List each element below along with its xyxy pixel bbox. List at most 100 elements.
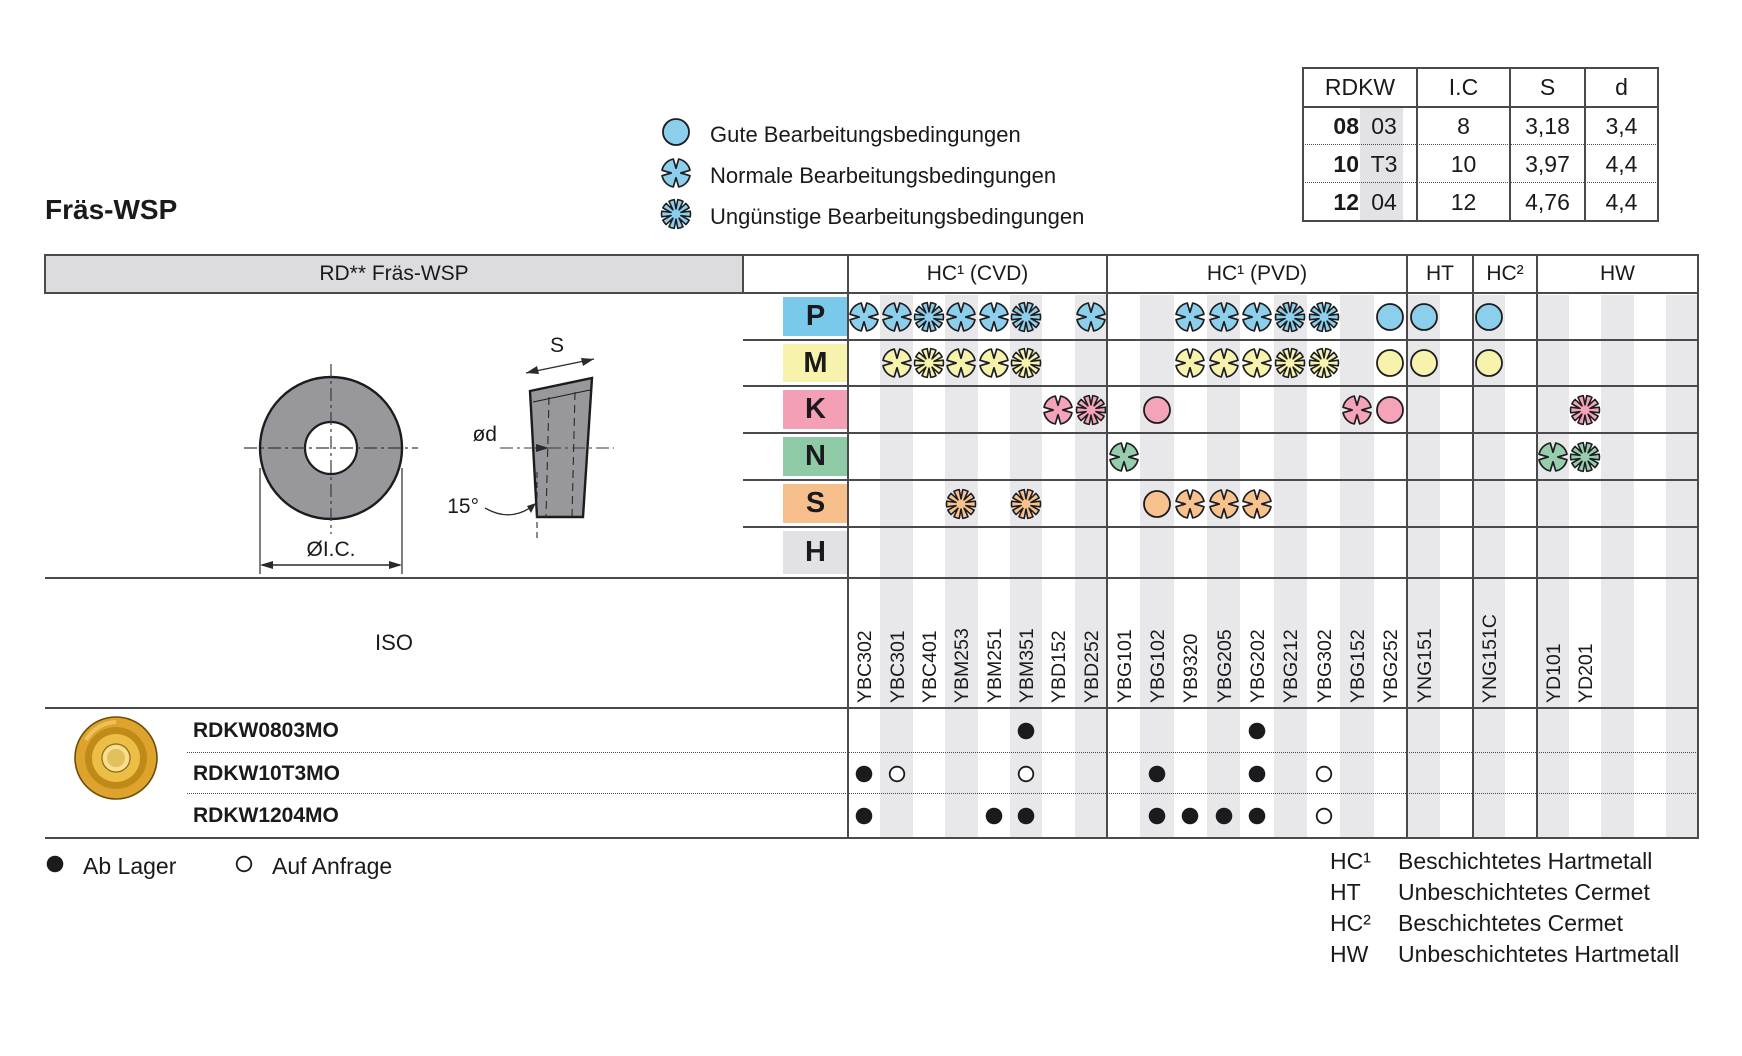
suitability-symbol <box>1075 394 1107 426</box>
d-dim-label: ød <box>472 423 497 446</box>
suitability-symbol <box>1075 301 1107 333</box>
suitability-symbol <box>1274 301 1306 333</box>
table-line <box>45 577 1698 579</box>
suitability-symbol <box>913 347 945 379</box>
material-row-letter-N: N <box>783 437 848 476</box>
suitability-symbol <box>1208 347 1240 379</box>
product-name: RDKW10T3MO <box>193 761 341 785</box>
availability-dot <box>1314 806 1334 826</box>
suitability-symbol <box>1241 347 1273 379</box>
suitability-symbol <box>1241 488 1273 520</box>
iso-label: ISO <box>375 630 413 655</box>
grade-column-label: YBG101 <box>1113 629 1136 703</box>
suitability-symbol <box>1141 394 1173 426</box>
ic-dim-label: ØI.C. <box>306 538 355 561</box>
suitability-symbol <box>913 301 945 333</box>
size-ic-value: 8 <box>1457 112 1470 139</box>
open-dot-icon <box>234 854 254 879</box>
grade-column-label: YBC401 <box>918 630 941 703</box>
table-line <box>44 254 46 294</box>
grade-column-label: YBG205 <box>1213 629 1236 703</box>
table-line <box>45 254 1698 256</box>
grade-column-label: YBM253 <box>951 628 974 703</box>
size-table-header: RDKW <box>1324 74 1396 100</box>
group-header-3: HC² <box>1486 262 1524 285</box>
size-rdkw-rest: T3 <box>1370 150 1398 177</box>
size-table-line <box>1303 106 1658 108</box>
grade-column-label: YBG202 <box>1247 629 1269 703</box>
legend-label: Gute Bearbeitungsbedingungen <box>710 121 1021 147</box>
normal-conditions-icon <box>660 157 692 194</box>
product-name: RDKW0803MO <box>193 718 339 742</box>
availability-dot <box>854 806 874 826</box>
availability-dot <box>984 806 1004 826</box>
size-table-line <box>1657 67 1659 222</box>
suitability-symbol <box>1374 347 1406 379</box>
size-d-value: 4,4 <box>1605 150 1638 177</box>
suitability-symbol <box>1308 301 1340 333</box>
group-border <box>1406 254 1408 839</box>
legend-label: Normale Bearbeitungsbedingungen <box>710 162 1057 188</box>
grade-column-label: YBC301 <box>886 630 909 703</box>
legend-good: Gute Bearbeitungsbedingungen <box>660 116 1021 153</box>
suitability-symbol <box>881 347 913 379</box>
group-border <box>1536 254 1538 839</box>
size-table-header: I.C <box>1448 74 1479 100</box>
product-name: RDKW1204MO <box>193 804 339 827</box>
suitability-symbol <box>1174 301 1206 333</box>
row-line <box>743 432 1698 434</box>
good-conditions-icon <box>660 116 692 153</box>
suitability-symbol <box>1569 441 1601 473</box>
suitability-symbol <box>1274 347 1306 379</box>
size-table-header: d <box>1615 74 1628 100</box>
suitability-symbol <box>1341 394 1373 426</box>
column-stripe <box>1074 295 1107 838</box>
suitability-symbol <box>1308 347 1340 379</box>
legend-label: Ungünstige Bearbeitungsbedingungen <box>710 203 1085 229</box>
size-table-dotted <box>1305 144 1656 145</box>
availability-dot <box>1147 764 1167 784</box>
size-rdkw-bold: 10 <box>1333 150 1359 177</box>
suitability-symbol <box>1174 347 1206 379</box>
abbreviation-key: HC² <box>1330 910 1371 936</box>
technical-drawing: ØI.C. S ød 15° <box>244 334 614 574</box>
row-line <box>743 339 1698 341</box>
insert-photo <box>74 716 158 800</box>
row-line <box>743 526 1698 528</box>
suitability-symbol <box>1010 488 1042 520</box>
row-line <box>743 385 1698 387</box>
product-row-dotted <box>187 793 1698 794</box>
suitability-symbol <box>1010 301 1042 333</box>
group-border <box>1106 254 1108 839</box>
size-table-line <box>1303 220 1658 222</box>
column-stripe <box>1340 295 1374 838</box>
grade-column-label: YBG252 <box>1380 629 1403 703</box>
availability-dot <box>1016 764 1036 784</box>
suitability-symbol <box>1569 394 1601 426</box>
table-line <box>742 254 744 294</box>
stock-legend-label: Ab Lager <box>83 853 177 879</box>
suitability-symbol <box>848 301 880 333</box>
abbreviation-key: HC¹ <box>1330 848 1371 874</box>
availability-dot <box>854 764 874 784</box>
product-row-dotted <box>187 752 1698 753</box>
suitability-symbol <box>945 301 977 333</box>
material-row-letter-K: K <box>783 390 848 429</box>
grade-column-label: YBG302 <box>1313 629 1336 703</box>
suitability-symbol <box>1010 347 1042 379</box>
availability-dot <box>1016 806 1036 826</box>
group-header-4: HW <box>1600 262 1635 285</box>
grade-column-label: YBG102 <box>1147 629 1169 703</box>
abbreviation-meaning: Beschichtetes Cermet <box>1398 910 1623 936</box>
stock-legend-filled: Ab Lager <box>45 853 176 880</box>
suitability-symbol <box>1108 441 1140 473</box>
availability-dot <box>1247 764 1267 784</box>
suitability-symbol <box>1241 301 1273 333</box>
suitability-symbol <box>978 347 1010 379</box>
size-table-line <box>1303 67 1658 69</box>
legend-normal: Normale Bearbeitungsbedingungen <box>660 157 1056 194</box>
grade-column-label: YBM351 <box>1016 628 1039 703</box>
size-rdkw-rest: 03 <box>1371 112 1397 139</box>
abbreviation-meaning: Beschichtetes Hartmetall <box>1398 848 1653 874</box>
suitability-symbol <box>945 488 977 520</box>
